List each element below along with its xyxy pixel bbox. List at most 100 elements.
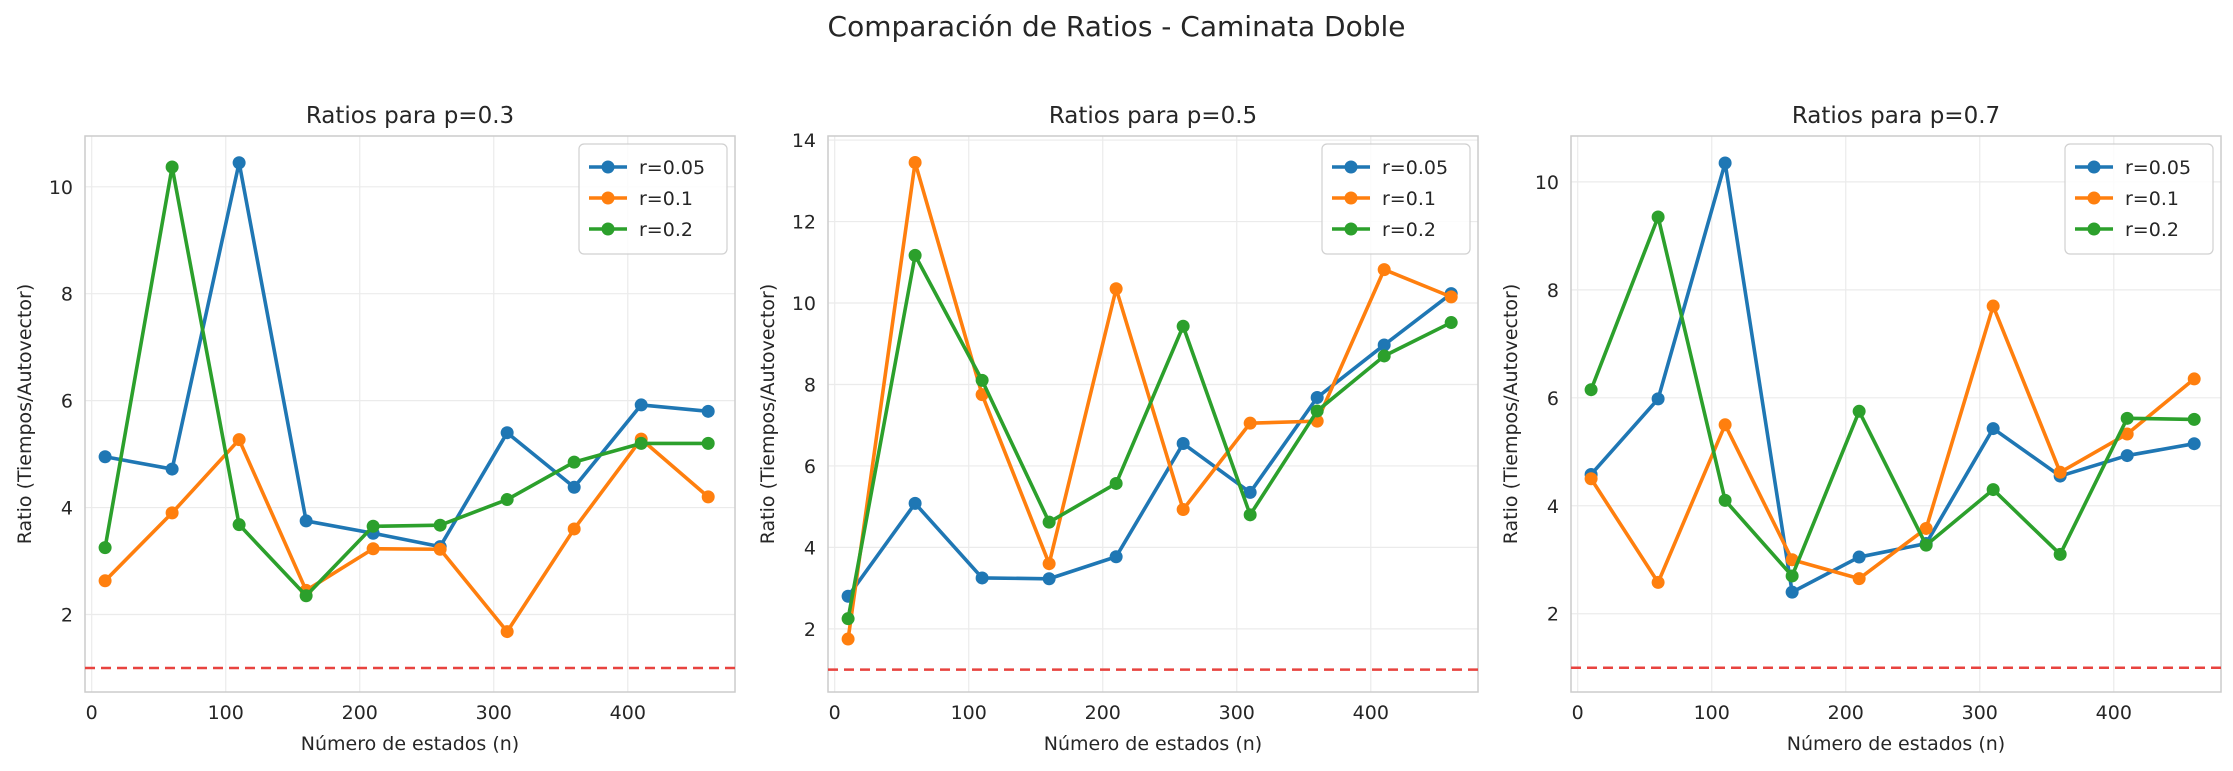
data-point xyxy=(366,519,380,533)
data-point xyxy=(2120,449,2134,463)
figure-title: Comparación de Ratios - Caminata Doble xyxy=(827,10,1406,43)
data-point xyxy=(98,541,112,555)
y-tick-label: 2 xyxy=(61,604,73,626)
data-point xyxy=(500,426,514,440)
data-point xyxy=(634,398,648,412)
data-point xyxy=(1176,503,1190,517)
x-axis-label: Número de estados (n) xyxy=(301,733,519,755)
data-point xyxy=(1377,338,1391,352)
data-point xyxy=(2187,412,2201,426)
series-line xyxy=(103,437,710,634)
y-tick-label: 14 xyxy=(792,130,816,152)
data-point xyxy=(701,490,715,504)
data-point xyxy=(232,433,246,447)
series-line xyxy=(846,160,1452,640)
axes-frame xyxy=(1570,135,2222,693)
y-axis-label: Ratio (Tiempos/Autovector) xyxy=(757,284,779,545)
data-point xyxy=(1651,575,1665,589)
series-line xyxy=(104,160,709,549)
axes-frame xyxy=(84,135,736,693)
y-tick-label: 10 xyxy=(49,177,73,199)
legend-swatch-marker xyxy=(1344,191,1358,205)
x-tick-label: 400 xyxy=(1353,702,1389,724)
x-tick-label: 0 xyxy=(86,702,98,724)
legend-swatch-marker xyxy=(1344,160,1358,174)
y-tick-label: 6 xyxy=(61,391,73,413)
data-point xyxy=(165,506,179,520)
series-line xyxy=(1589,304,2196,585)
data-point xyxy=(1852,404,1866,418)
data-point xyxy=(1718,156,1732,170)
data-point xyxy=(500,625,514,639)
data-point xyxy=(1109,550,1123,564)
chart-title: Ratios para p=0.7 xyxy=(1792,103,2000,129)
data-point xyxy=(98,574,112,588)
legend-label: r=0.1 xyxy=(1382,188,1436,210)
chart-title: Ratios para p=0.3 xyxy=(306,103,514,129)
y-tick-label: 8 xyxy=(1547,280,1559,302)
chart-title: Ratios para p=0.5 xyxy=(1049,103,1257,129)
legend-box xyxy=(578,143,728,255)
series-line xyxy=(1589,215,2195,578)
legend-label: r=0.2 xyxy=(1382,219,1436,241)
x-tick-label: 100 xyxy=(1694,702,1730,724)
y-tick-label: 4 xyxy=(1547,496,1559,518)
y-axis-label: Ratio (Tiempos/Autovector) xyxy=(14,284,36,545)
data-point xyxy=(2053,547,2067,561)
y-tick-label: 4 xyxy=(804,537,816,559)
data-point xyxy=(1444,290,1458,304)
y-tick-label: 12 xyxy=(792,212,816,234)
x-tick-label: 300 xyxy=(1219,702,1255,724)
data-point xyxy=(1310,404,1324,418)
data-point xyxy=(98,450,112,464)
y-tick-label: 8 xyxy=(804,374,816,396)
y-tick-label: 2 xyxy=(1547,604,1559,626)
x-tick-label: 100 xyxy=(208,702,244,724)
x-tick-label: 0 xyxy=(1572,702,1584,724)
data-point xyxy=(1986,483,2000,497)
data-point xyxy=(701,436,715,450)
x-axis-label: Número de estados (n) xyxy=(1044,733,1262,755)
series-line xyxy=(103,165,709,598)
data-point xyxy=(634,436,648,450)
legend-label: r=0.2 xyxy=(639,219,693,241)
x-axis-label: Número de estados (n) xyxy=(1787,733,2005,755)
legend-swatch-marker xyxy=(601,222,615,236)
data-point xyxy=(1584,383,1598,397)
series-line xyxy=(1589,161,2195,594)
data-point xyxy=(1243,508,1257,522)
data-point xyxy=(1377,263,1391,277)
series-line xyxy=(846,253,1452,620)
x-tick-label: 300 xyxy=(476,702,512,724)
legend-label: r=0.05 xyxy=(639,157,705,179)
data-point xyxy=(366,542,380,556)
data-point xyxy=(567,455,581,469)
x-tick-label: 300 xyxy=(1962,702,1998,724)
x-tick-label: 100 xyxy=(951,702,987,724)
legend-swatch-marker xyxy=(601,160,615,174)
data-point xyxy=(232,156,246,170)
data-point xyxy=(1243,485,1257,499)
legend-label: r=0.1 xyxy=(2125,188,2179,210)
x-tick-label: 200 xyxy=(1085,702,1121,724)
data-point xyxy=(1919,538,1933,552)
data-point xyxy=(2120,411,2134,425)
y-tick-label: 10 xyxy=(1535,172,1559,194)
data-point xyxy=(841,632,855,646)
series-line xyxy=(846,292,1453,598)
data-point xyxy=(2120,427,2134,441)
legend-label: r=0.05 xyxy=(1382,157,1448,179)
x-tick-label: 0 xyxy=(829,702,841,724)
legend-swatch-marker xyxy=(1344,222,1358,236)
chart-panel-3: 0 100 200 300 400 2 4 6 8 10 Ratios para p=0.7 Núme… xyxy=(1500,103,2222,755)
data-point xyxy=(299,514,313,528)
y-tick-label: 6 xyxy=(804,456,816,478)
data-point xyxy=(567,480,581,494)
legend-box xyxy=(1321,143,1471,255)
data-point xyxy=(1785,585,1799,599)
x-tick-label: 200 xyxy=(1828,702,1864,724)
data-point xyxy=(433,542,447,556)
legend-label: r=0.2 xyxy=(2125,219,2179,241)
x-tick-label: 200 xyxy=(342,702,378,724)
